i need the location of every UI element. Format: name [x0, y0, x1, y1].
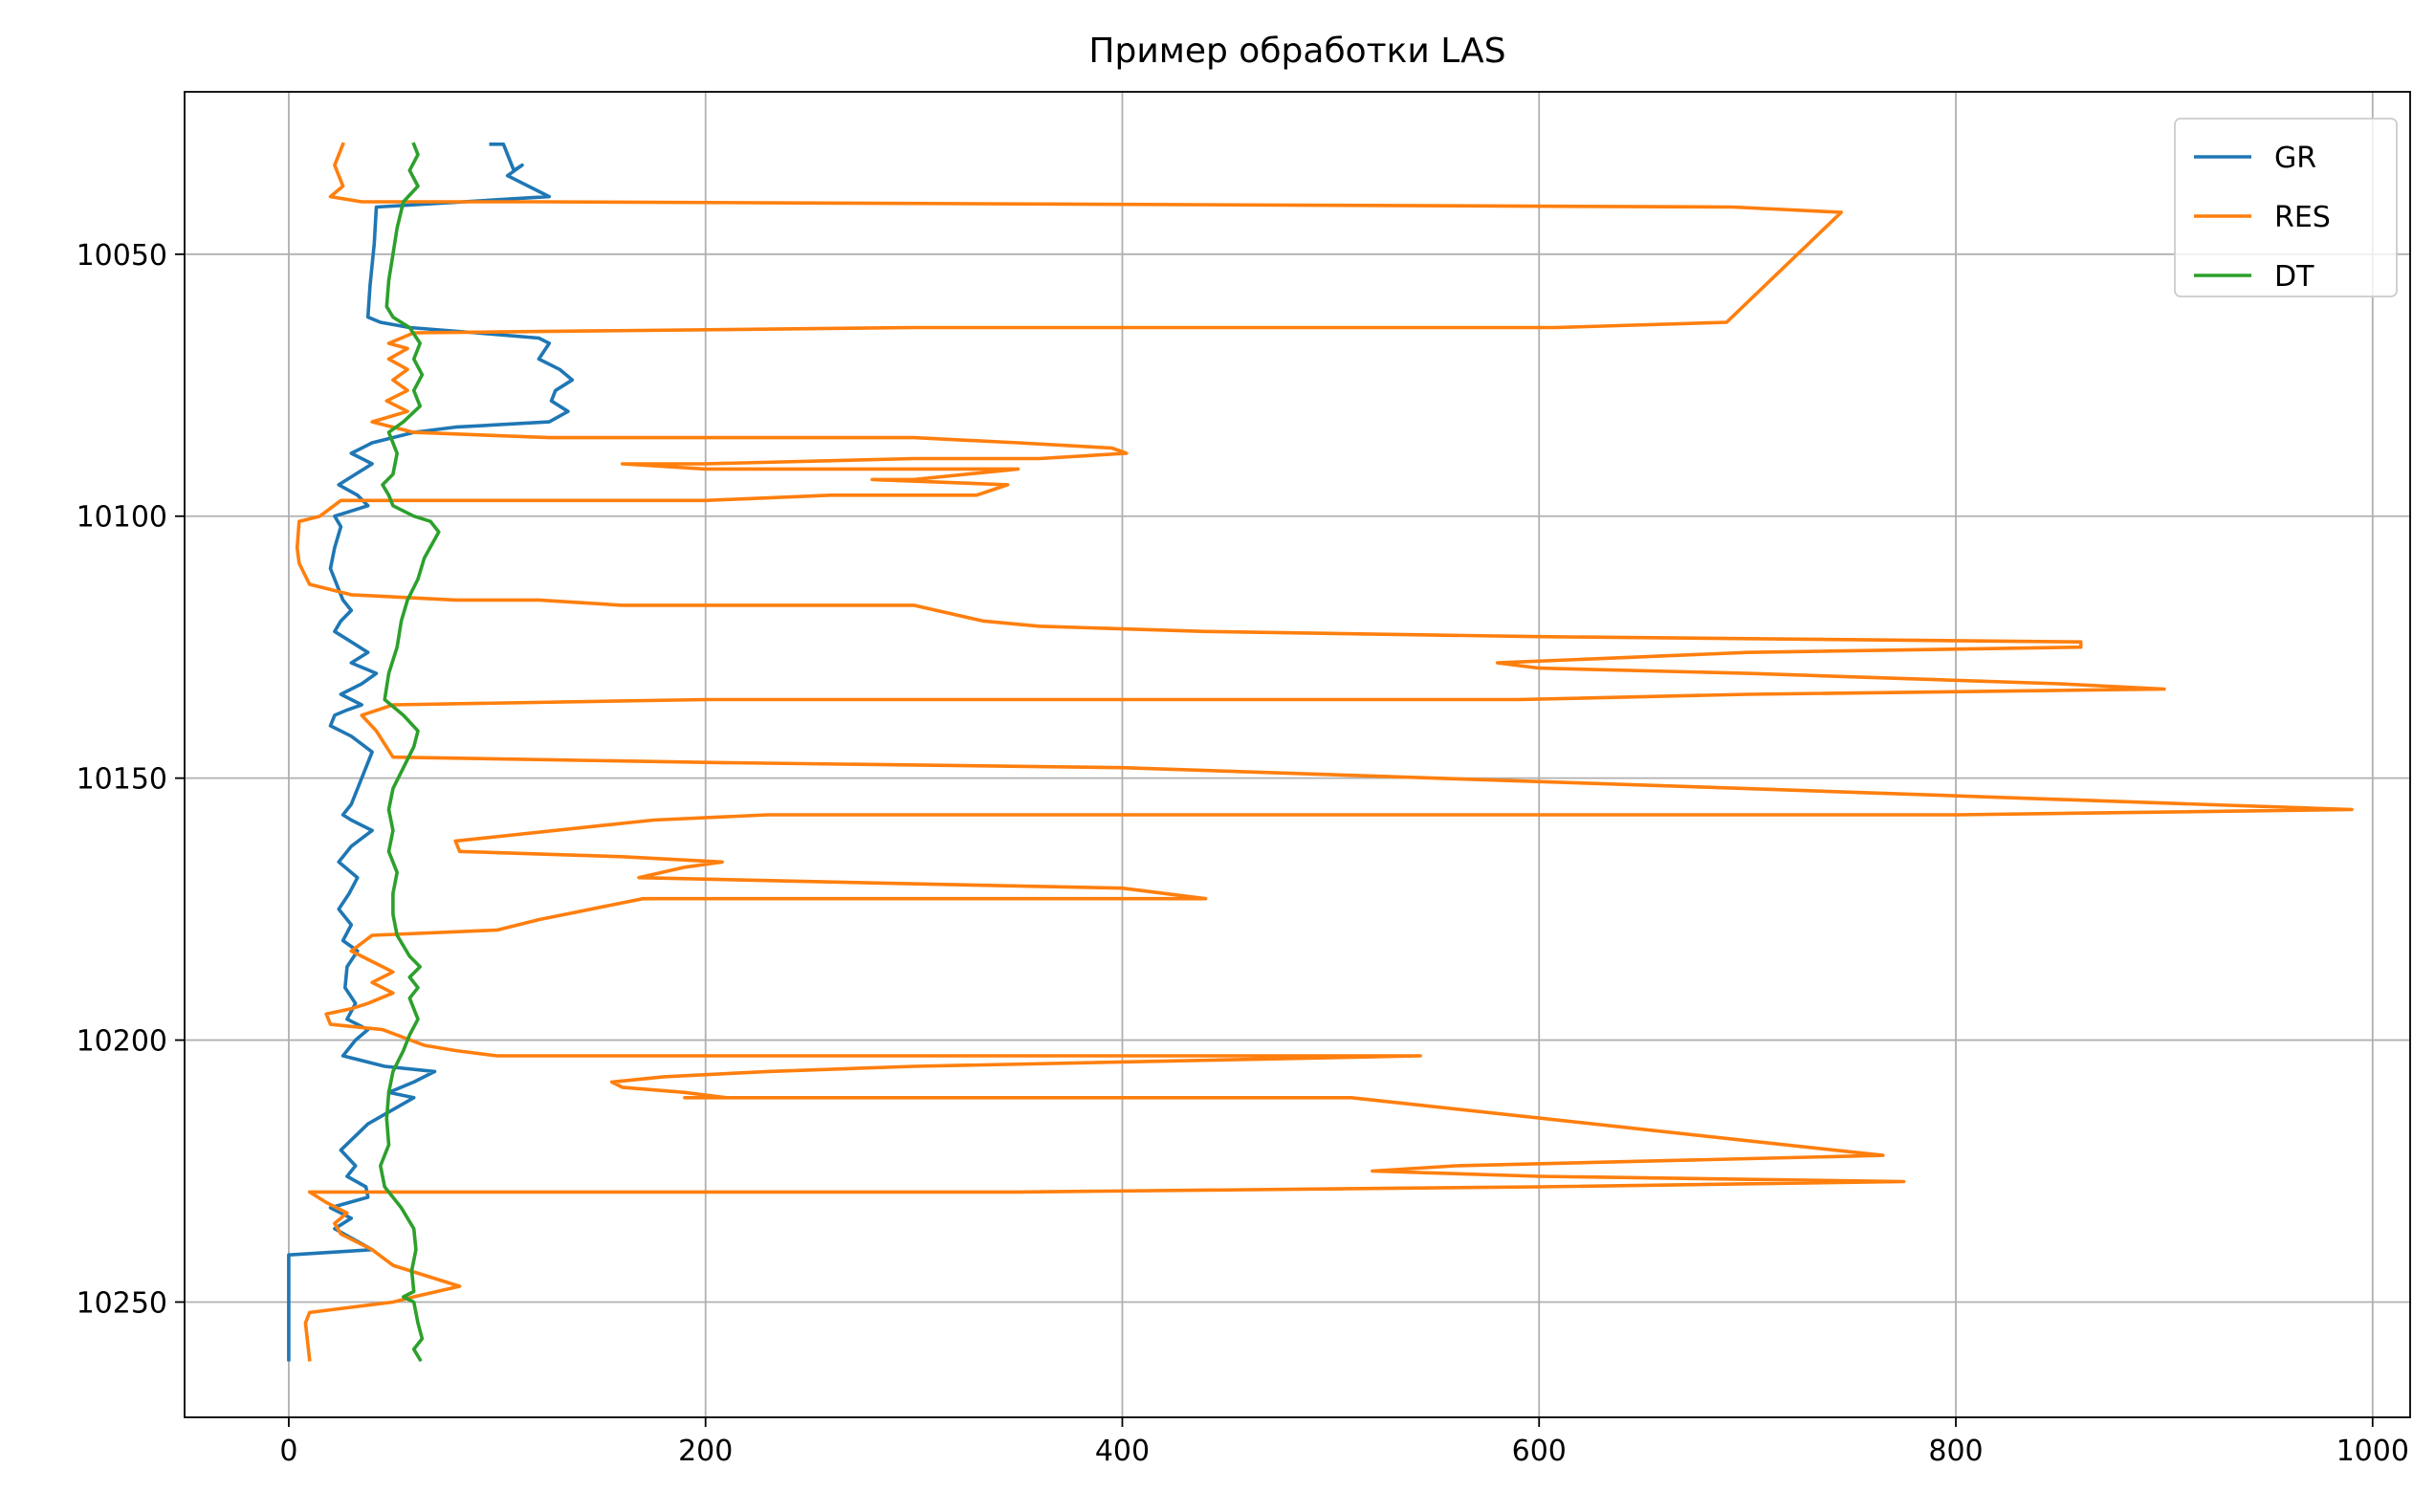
y-tick-label: 10250	[77, 1286, 167, 1320]
y-tick-label: 10050	[77, 239, 167, 273]
y-tick-label: 10100	[77, 501, 167, 535]
grid	[185, 92, 2410, 1417]
series-line-dt	[379, 142, 441, 1363]
x-tick-label: 200	[678, 1435, 733, 1468]
x-tick-label: 800	[1928, 1435, 1983, 1468]
x-tick-label: 400	[1095, 1435, 1150, 1468]
series-line-gr	[287, 142, 575, 1362]
legend-box	[2174, 118, 2398, 297]
ticks: 0 200 400 600 800 1000 10050 10100 10150 10200 102…	[77, 239, 2409, 1468]
series-lines	[287, 142, 2354, 1363]
legend-label-gr: GR	[2274, 142, 2316, 175]
legend: GR RES DT	[2174, 118, 2398, 297]
x-tick-label: 0	[279, 1435, 297, 1468]
y-tick-label: 10150	[77, 763, 167, 797]
chart-title: Пример обработки LAS	[1088, 32, 1505, 71]
series-line-res	[295, 142, 2354, 1362]
y-tick-label: 10200	[77, 1025, 167, 1059]
axes-frame	[184, 91, 2411, 1418]
legend-label-dt: DT	[2274, 260, 2314, 294]
x-tick-label: 1000	[2336, 1435, 2409, 1468]
x-tick-label: 600	[1512, 1435, 1567, 1468]
legend-label-res: RES	[2274, 201, 2331, 234]
